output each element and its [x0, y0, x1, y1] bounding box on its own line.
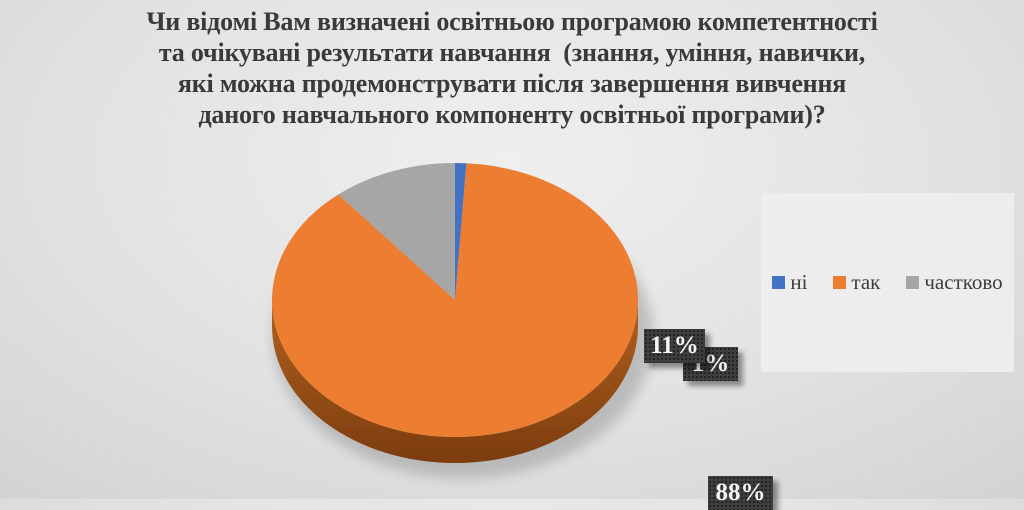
legend-item-ni: ні [772, 272, 807, 293]
pie-3d-svg [271, 163, 653, 478]
data-label-tak: 88% [708, 476, 773, 510]
legend-swatch-ni [772, 276, 786, 289]
pie-slice-частково [338, 163, 455, 300]
pie-side-wall [272, 300, 638, 463]
data-label-chastkovo: 11% [644, 329, 705, 363]
legend-label-chastkovo: частково [924, 270, 1003, 294]
legend-item-tak: так [833, 272, 880, 293]
legend-label-ni: ні [790, 270, 808, 294]
chart-title: Чи відомі Вам визначені освітньою програ… [146, 7, 878, 129]
legend: ні так частково [761, 193, 1014, 372]
legend-label-tak: так [851, 270, 881, 294]
pie-slice-ні [455, 163, 467, 300]
pie-chart: 11% 1% 88% [250, 140, 773, 510]
legend-swatch-chastkovo [906, 276, 920, 289]
legend-item-chastkovo: частково [906, 270, 1003, 294]
legend-swatch-tak [833, 276, 847, 289]
pie-slice-так [271, 163, 638, 437]
